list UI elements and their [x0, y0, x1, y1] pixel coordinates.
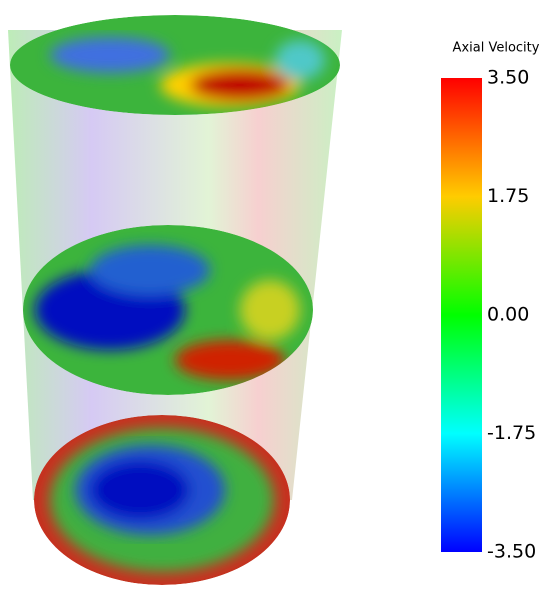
colorbar-tick-label: 1.75 [487, 185, 529, 207]
colorbar-tick-label: 3.50 [487, 67, 529, 89]
colorbar [441, 78, 482, 552]
slice-bottom [34, 415, 290, 585]
colorbar-title: Axial Velocity [453, 41, 540, 56]
colorbar-ticks: 3.50 1.75 0.00 -1.75 -3.50 [487, 67, 536, 563]
colorbar-tick-label: -3.50 [487, 541, 536, 563]
slice-top [10, 15, 340, 115]
colorbar-tick-label: -1.75 [487, 422, 536, 444]
slice-middle [23, 225, 313, 395]
colorbar-tick-label: 0.00 [487, 304, 529, 326]
